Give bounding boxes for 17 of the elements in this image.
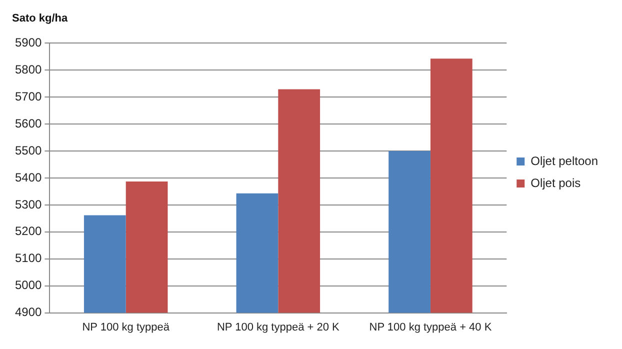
x-tick-label: NP 100 kg typpeä — [82, 321, 170, 334]
y-tick-label: 5500 — [14, 143, 42, 158]
y-tick-label: 5400 — [14, 170, 42, 184]
legend-label: Oljet pois — [530, 176, 581, 190]
y-tick-label: 5900 — [14, 36, 42, 50]
y-tick-label: 5200 — [14, 224, 42, 238]
x-tick-label: NP 100 kg typpeä + 40 K — [369, 321, 492, 334]
x-tick-label: NP 100 kg typpeä + 20 K — [216, 321, 340, 334]
y-tick-label: 5800 — [14, 62, 42, 76]
y-tick-label: 5700 — [14, 89, 42, 104]
y-tick-label: 5000 — [14, 278, 42, 292]
y-axis-title: Sato kg/ha — [12, 12, 69, 25]
legend-label: Oljet peltoon — [530, 154, 598, 168]
y-tick-label: 4900 — [14, 305, 42, 320]
y-tick-label: 5600 — [14, 116, 42, 130]
y-tick-label: 5100 — [14, 251, 42, 266]
y-tick-label: 5300 — [14, 197, 42, 212]
